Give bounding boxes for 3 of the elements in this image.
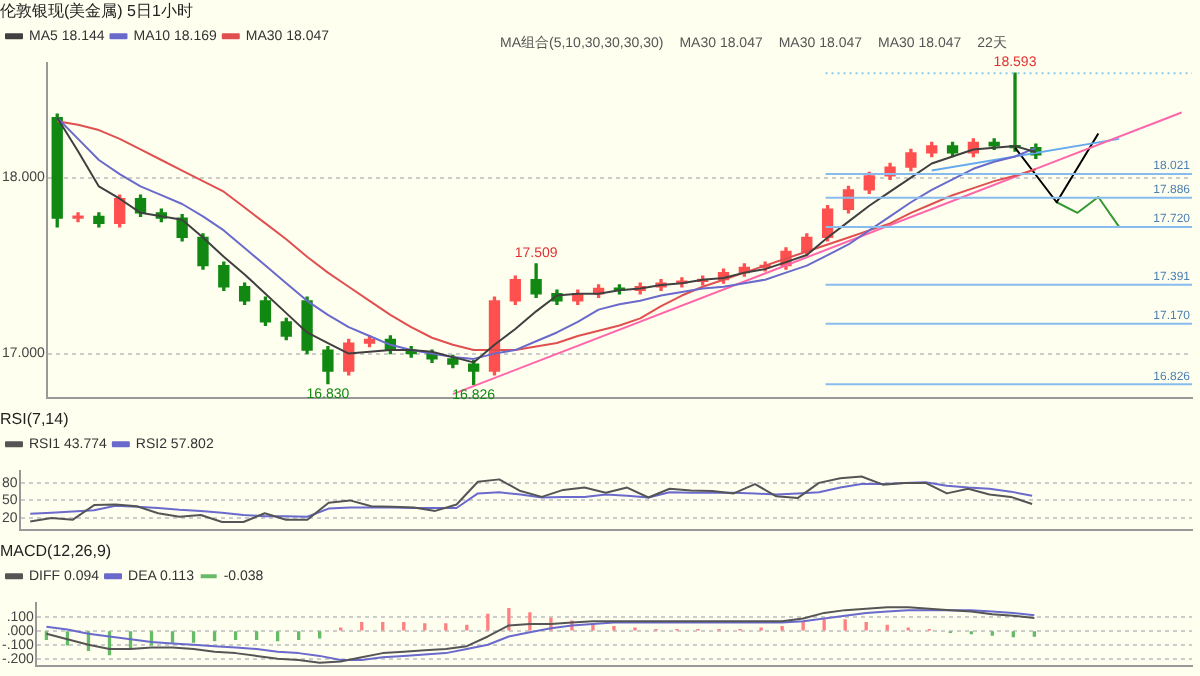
chart-title: MACD(12,26,9) bbox=[0, 542, 112, 561]
chart-title: 伦敦银现(美金属) 5日1小时 bbox=[0, 2, 193, 21]
chart-title: RSI(7,14) bbox=[0, 410, 70, 429]
